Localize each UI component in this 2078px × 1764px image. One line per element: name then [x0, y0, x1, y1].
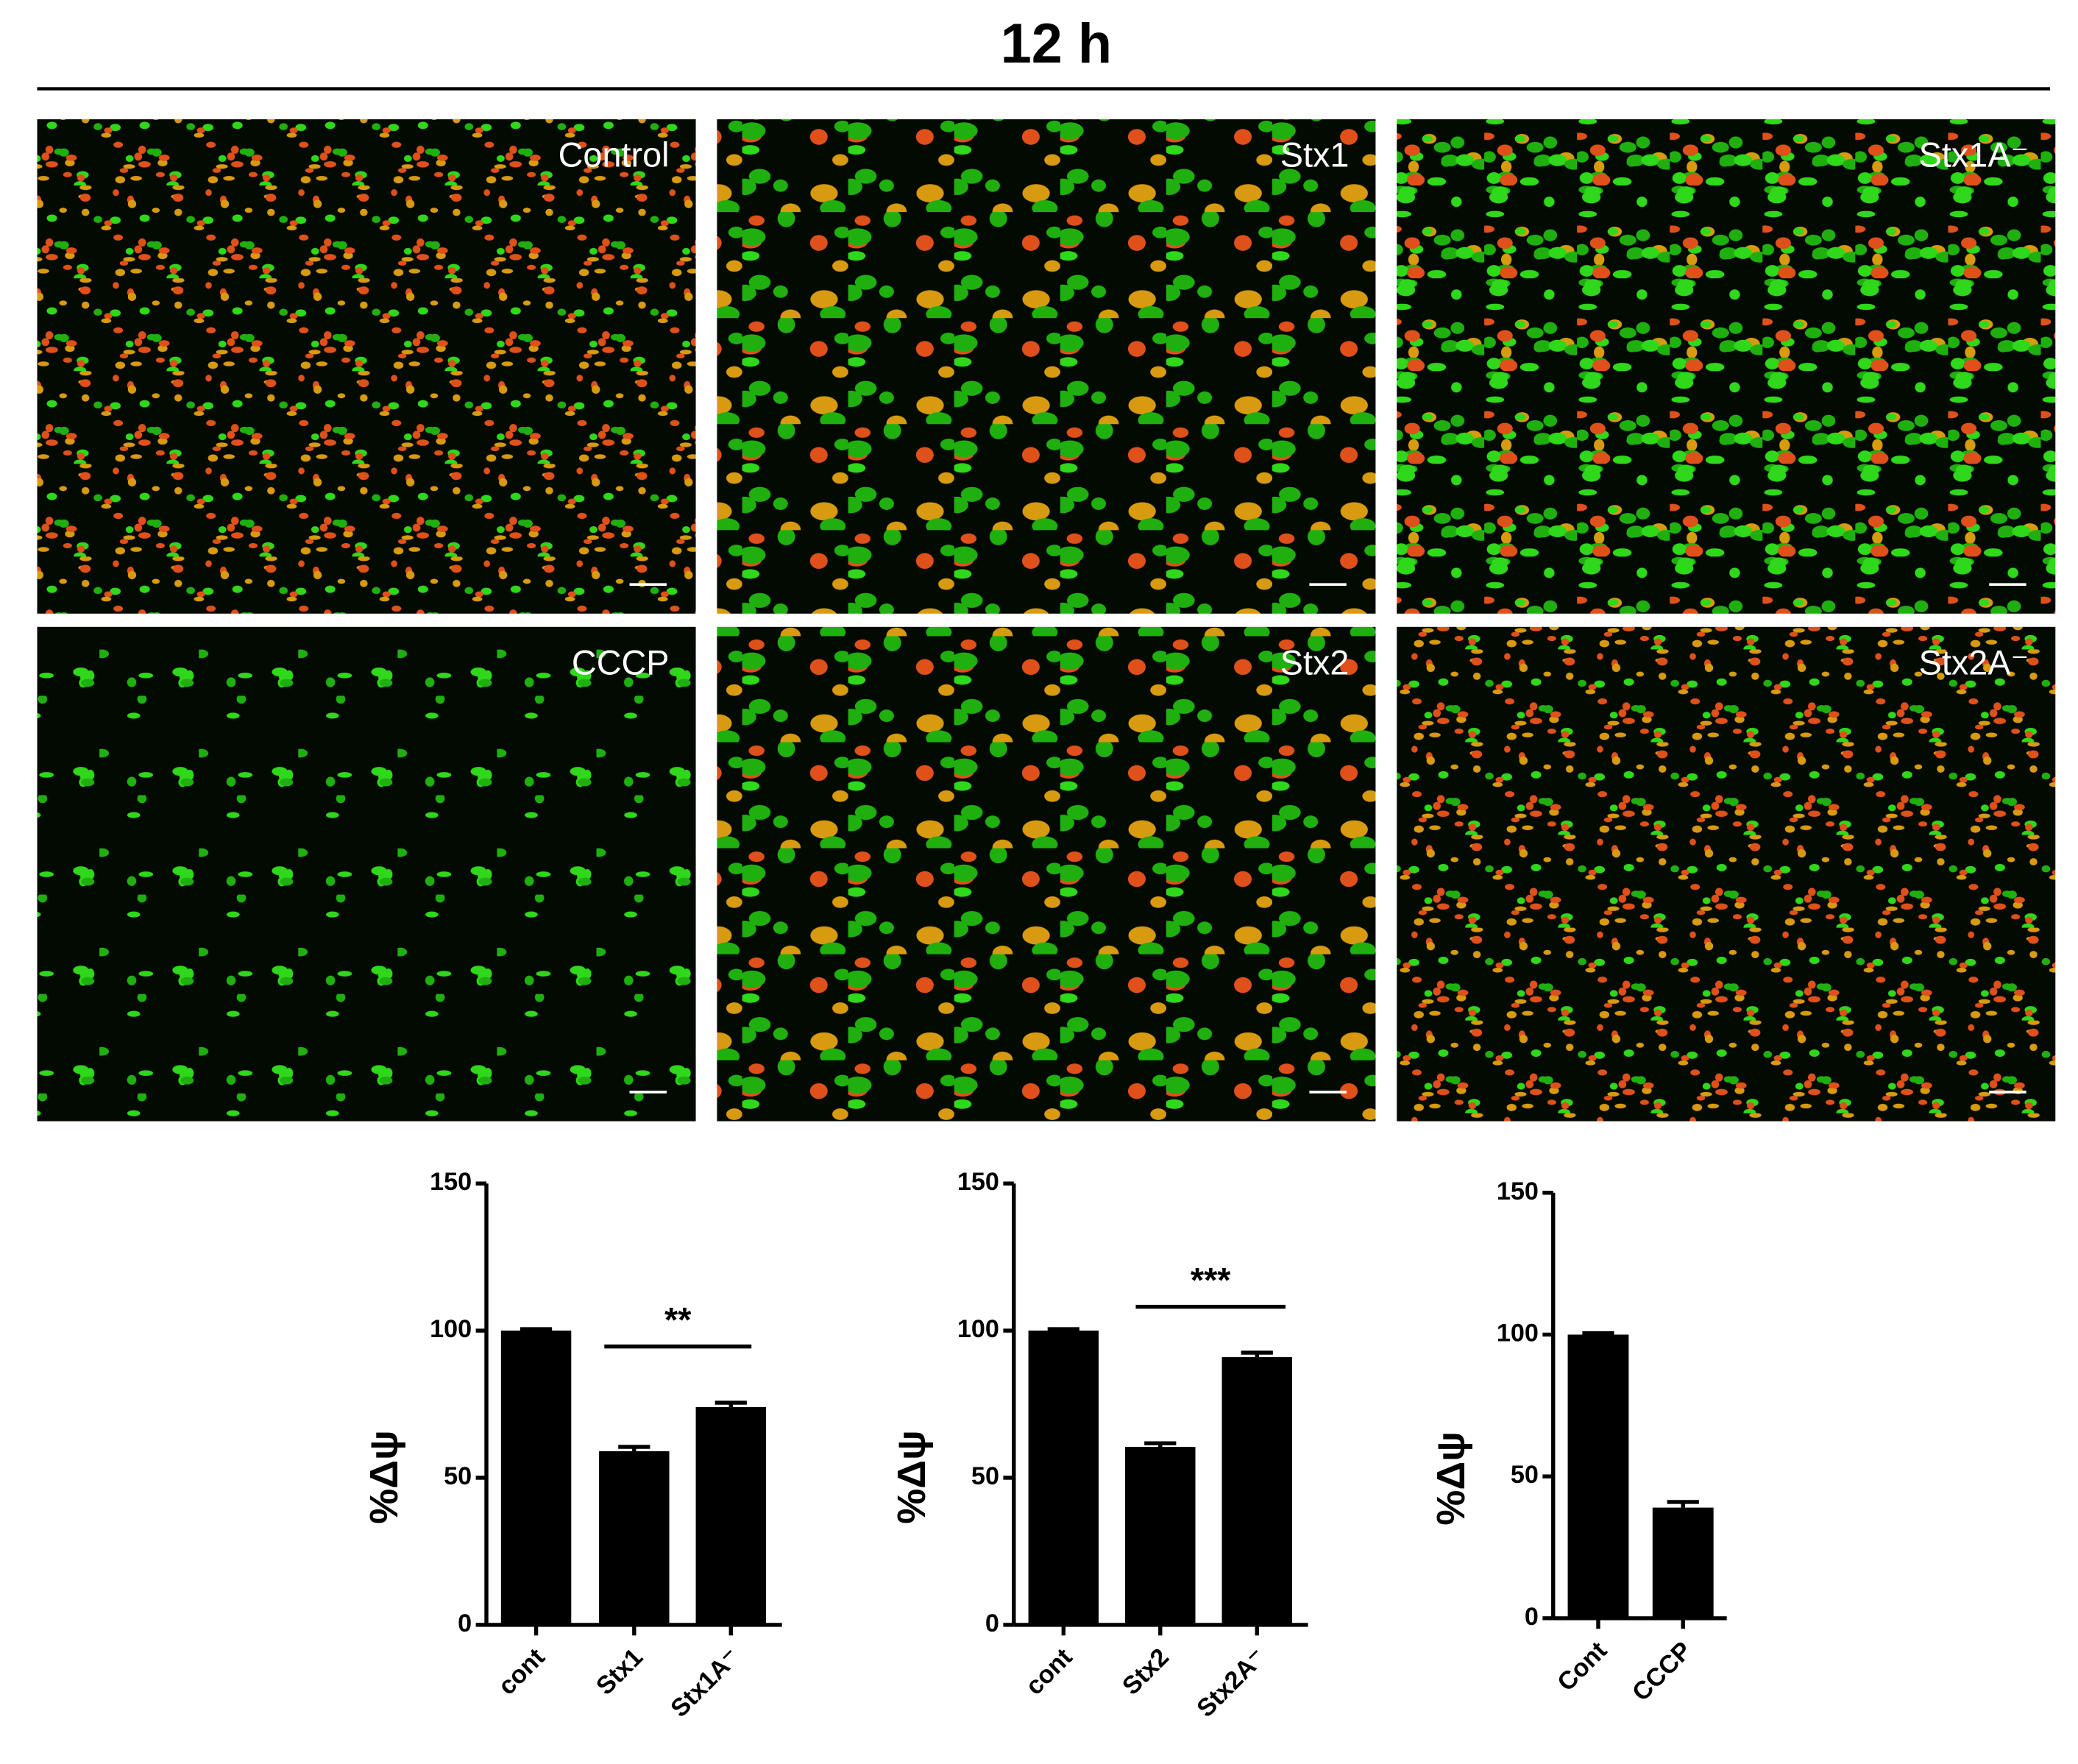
y-tick-label: 50 — [971, 1462, 999, 1490]
y-axis-label: %Δψ — [890, 1430, 934, 1524]
x-tick-label: Stx2A⁻ — [1191, 1643, 1271, 1723]
error-bar — [714, 1400, 747, 1408]
micrograph — [717, 626, 1376, 1122]
x-tick-label: Stx1 — [591, 1643, 648, 1701]
bar — [1652, 1507, 1714, 1618]
x-tick-label: CCCP — [1627, 1637, 1697, 1707]
y-tick-label: 0 — [1525, 1603, 1539, 1631]
bar — [695, 1407, 767, 1625]
y-tick-label: 50 — [444, 1462, 472, 1490]
y-tick-label: 150 — [1497, 1177, 1539, 1205]
error-bar — [1047, 1327, 1079, 1331]
x-tick-label: cont — [493, 1643, 550, 1701]
bar — [599, 1451, 670, 1625]
bar — [500, 1331, 572, 1625]
y-tick-label: 100 — [430, 1315, 472, 1343]
significance-label: ** — [664, 1301, 692, 1339]
y-tick-label: 100 — [957, 1315, 999, 1343]
x-tick-label: Cont — [1552, 1637, 1612, 1697]
bar — [1567, 1334, 1629, 1618]
error-bar — [1667, 1500, 1699, 1508]
micrograph — [1397, 119, 2056, 614]
y-tick-label: 150 — [957, 1168, 999, 1196]
error-bar — [520, 1327, 553, 1331]
panel-label: Stx1 — [1280, 136, 1350, 174]
panel-label: Stx2 — [1280, 643, 1350, 681]
figure-title: 12 h — [1001, 13, 1112, 75]
panel-label: Stx1A⁻ — [1919, 136, 2029, 174]
x-tick-label: Stx2 — [1117, 1643, 1174, 1701]
bar — [1221, 1357, 1292, 1625]
y-axis-label: %Δψ — [362, 1430, 406, 1524]
micrograph — [37, 626, 696, 1122]
bar — [1028, 1331, 1099, 1625]
error-bar — [618, 1445, 650, 1452]
x-tick-label: Stx1A⁻ — [665, 1643, 745, 1723]
y-tick-label: 0 — [458, 1609, 472, 1637]
error-bar — [1582, 1331, 1614, 1336]
y-tick-label: 150 — [430, 1168, 472, 1196]
y-tick-label: 0 — [985, 1609, 999, 1637]
panel-label: Stx2A⁻ — [1919, 643, 2029, 681]
panel-label: CCCP — [572, 643, 670, 681]
y-tick-label: 50 — [1511, 1461, 1539, 1489]
x-tick-label: cont — [1021, 1643, 1078, 1701]
micrograph — [1397, 626, 2056, 1122]
bar — [1125, 1447, 1196, 1625]
micrograph — [37, 119, 696, 614]
micrograph — [717, 119, 1376, 614]
significance-label: *** — [1191, 1261, 1231, 1300]
error-bar — [1144, 1441, 1177, 1448]
panel-label: Control — [558, 136, 670, 174]
error-bar — [1241, 1350, 1273, 1358]
y-tick-label: 100 — [1497, 1320, 1539, 1347]
y-axis-label: %Δψ — [1429, 1431, 1473, 1526]
